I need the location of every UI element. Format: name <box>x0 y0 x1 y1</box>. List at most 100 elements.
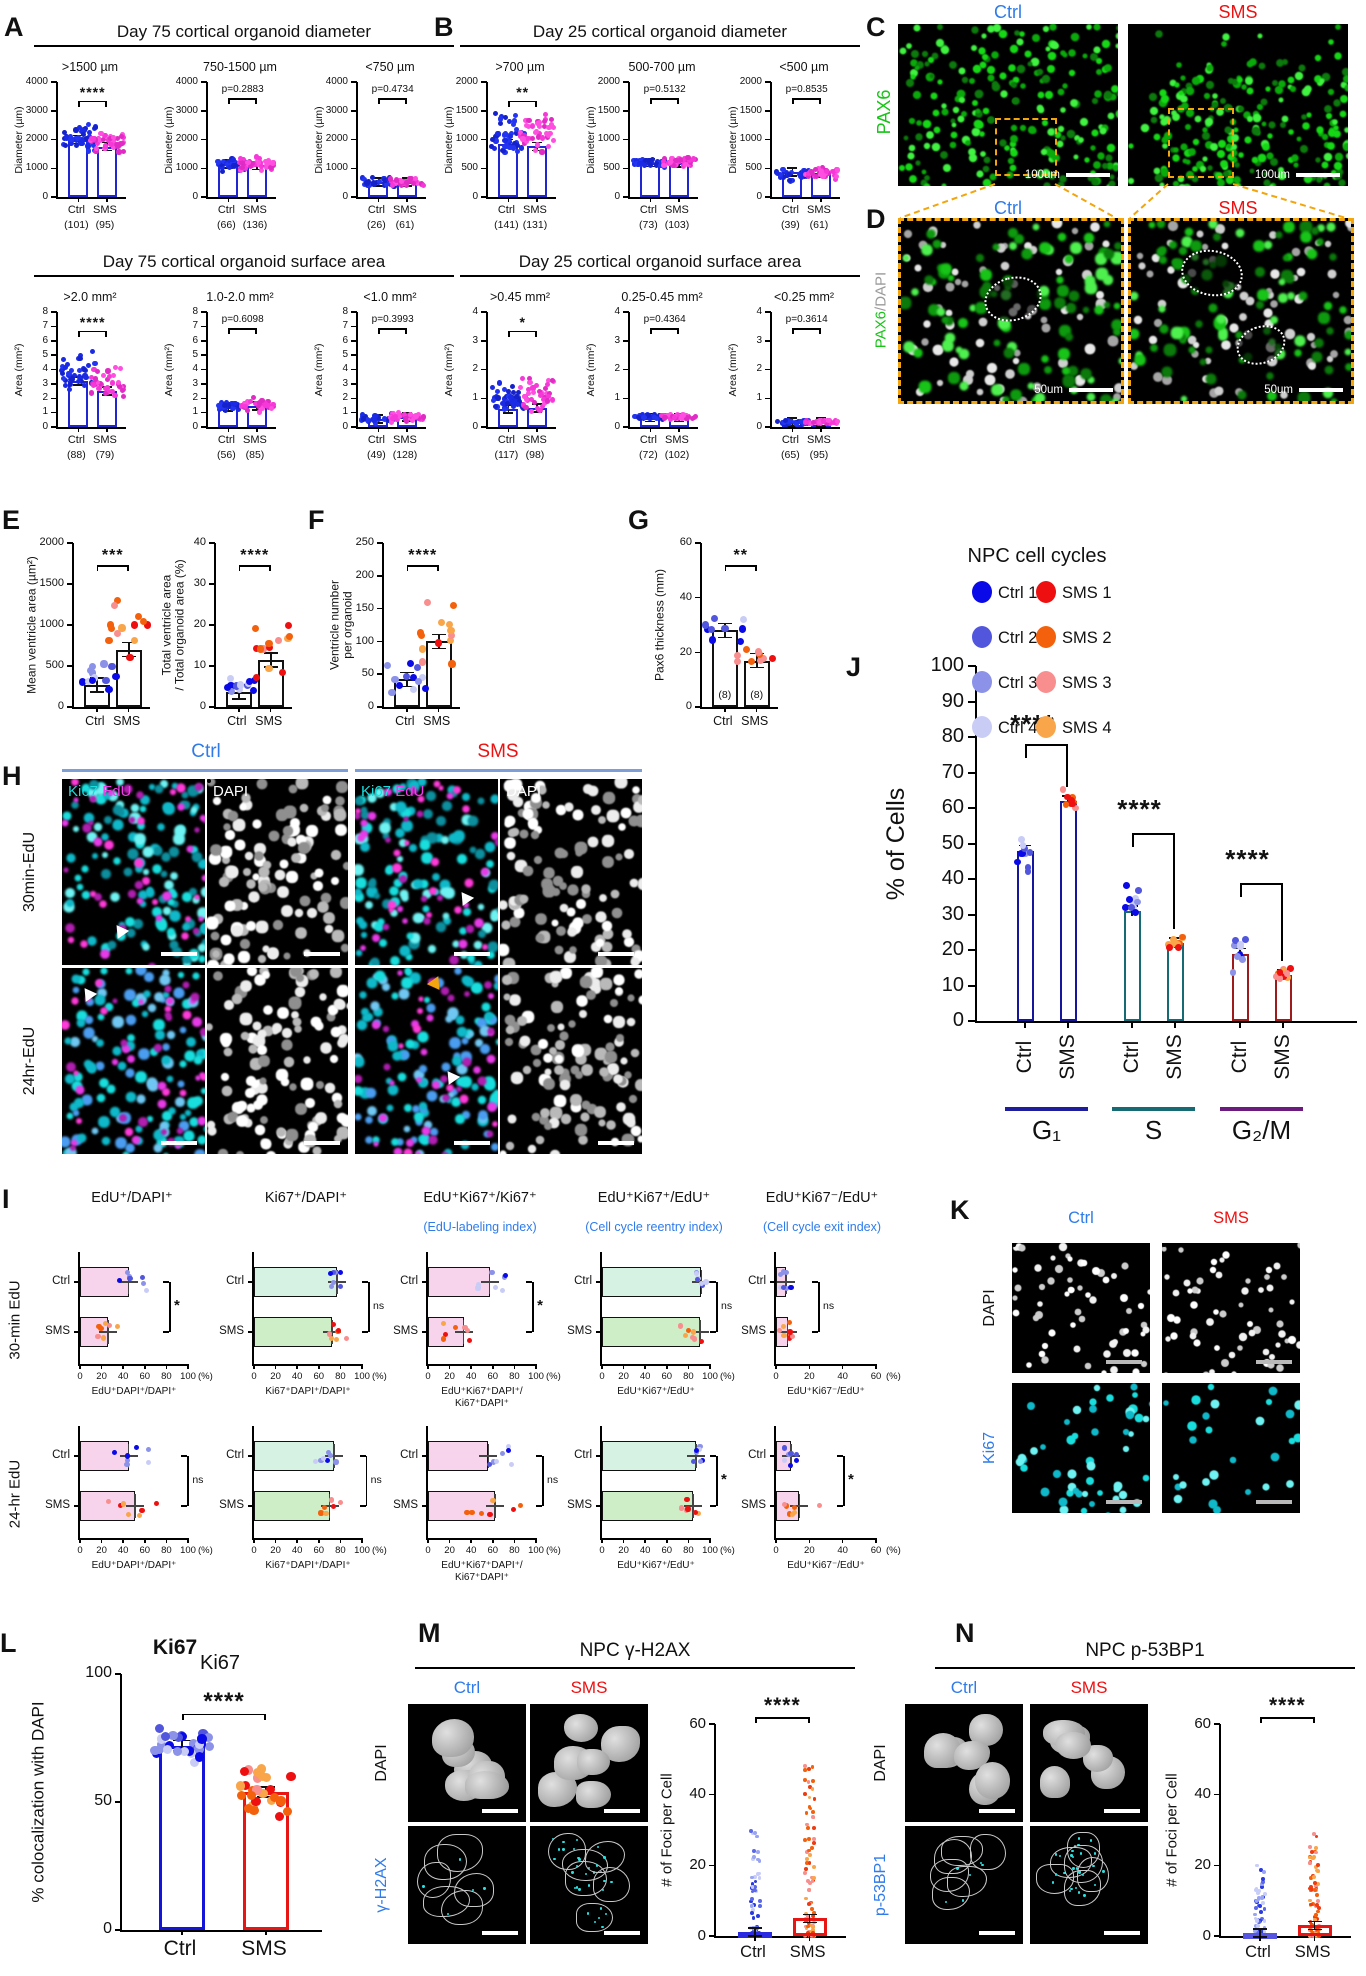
focus-dot <box>603 1879 606 1882</box>
x-tick <box>687 1538 690 1543</box>
data-dot <box>1262 1926 1267 1931</box>
data-dot <box>749 1899 754 1904</box>
y-tick <box>623 311 629 313</box>
data-dot <box>250 394 256 400</box>
data-dot <box>1315 1917 1320 1921</box>
y-tick <box>596 1455 601 1457</box>
data-dot <box>1313 1918 1318 1922</box>
data-dot <box>777 174 783 180</box>
data-dot <box>1254 1919 1259 1924</box>
significance-label: ns <box>721 1300 733 1312</box>
data-dot <box>1013 858 1021 866</box>
data-dot <box>153 1501 159 1507</box>
data-dot <box>107 136 114 142</box>
data-dot <box>1121 904 1129 912</box>
error-mean <box>699 1320 702 1344</box>
x-tick <box>820 427 822 432</box>
data-dot <box>104 377 110 383</box>
data-dot <box>274 637 283 645</box>
subtitle-cell-cycle-reentry: (Cell cycle reentry index) <box>585 1220 723 1234</box>
data-dot <box>58 367 65 373</box>
y-tick <box>968 913 976 916</box>
significance-label: **** <box>1268 1694 1306 1717</box>
data-dot <box>328 1271 334 1277</box>
x-tick-label: 0 <box>599 1545 605 1556</box>
x-tick <box>427 1364 429 1369</box>
x-axis-label: EdU⁺Ki67⁻/EdU⁺ <box>787 1386 865 1397</box>
data-dot <box>249 1805 259 1815</box>
data-dot <box>806 1825 811 1830</box>
x-tick <box>507 197 510 202</box>
nucleus-outline <box>576 1902 613 1932</box>
chart-30min-ki67-dapi: 0 20 40 60 80 100 (%) Ki67⁺DAPI⁺/DAPI⁺ ns Ctrl SMS <box>208 1246 398 1420</box>
data-dot <box>806 171 812 177</box>
sig-bracket-tick <box>650 98 652 104</box>
dapi-sms-24hr-image <box>500 968 642 1154</box>
data-dot <box>189 1758 199 1768</box>
x-category-label: Ctrl <box>395 714 415 728</box>
data-dot <box>120 148 126 154</box>
data-dot <box>82 382 88 388</box>
data-dot <box>239 160 245 166</box>
y-tick <box>51 383 57 385</box>
data-dot <box>112 672 120 680</box>
data-dot <box>249 686 257 694</box>
data-dot <box>255 159 261 166</box>
p53bp1-ctrl-image <box>905 1826 1023 1944</box>
panel-b-area-title: Day 25 cortical organoid surface area <box>460 252 860 277</box>
significance-label: * <box>721 1471 727 1488</box>
y-tick-label: 70 <box>941 760 964 783</box>
focus-dot <box>571 1871 574 1874</box>
data-dot <box>66 386 72 392</box>
n-count-label: (73) <box>639 219 658 231</box>
data-dot <box>695 1511 701 1517</box>
data-dot <box>492 111 499 117</box>
data-dot <box>216 404 222 410</box>
x-tick-label: 20 <box>618 1545 629 1556</box>
y-tick <box>481 426 487 428</box>
x-tick-label: 100 <box>528 1371 544 1382</box>
data-dot <box>86 362 92 369</box>
y-category-label: Ctrl <box>400 1275 418 1287</box>
data-dot <box>114 135 120 141</box>
significance-label: p=0.6098 <box>221 314 264 325</box>
error-cap <box>251 168 262 171</box>
y-tick <box>765 196 771 198</box>
y-tick <box>248 1505 253 1507</box>
x-tick-label: 60 <box>487 1371 499 1382</box>
x-unit-label: (%) <box>546 1371 561 1382</box>
data-dot <box>224 684 232 692</box>
data-dot <box>252 1773 262 1783</box>
panel-c-ctrl-header: Ctrl <box>994 2 1022 22</box>
sig-bracket <box>650 328 679 330</box>
data-dot <box>259 397 265 404</box>
data-dot <box>125 1453 131 1459</box>
data-dot <box>489 384 495 390</box>
data-dot <box>751 1908 756 1913</box>
x-tick <box>187 1538 189 1543</box>
pax6-sms-image: 100um <box>1128 24 1348 186</box>
legend-swatch <box>972 626 992 648</box>
y-tick <box>201 311 207 313</box>
data-dot <box>810 1779 815 1783</box>
error-cap <box>89 691 104 693</box>
x-tick-label: 40 <box>639 1371 651 1382</box>
data-dot <box>505 388 511 394</box>
data-dot <box>438 619 446 627</box>
sig-bracket-tick <box>255 98 257 104</box>
data-dot <box>116 1277 123 1284</box>
y-tick-label: 100 <box>930 654 964 676</box>
data-dot <box>360 411 366 417</box>
data-dot <box>690 1459 697 1465</box>
y-tick <box>115 1929 121 1931</box>
data-dot <box>1262 1919 1267 1924</box>
data-dot <box>374 180 380 186</box>
marker-text: DAPI <box>506 783 542 800</box>
y-tick-label: 500 <box>603 162 620 174</box>
y-tick-label: 7 <box>342 320 348 332</box>
fluorescence-dots <box>1128 24 1132 28</box>
data-dot <box>256 409 262 415</box>
data-dot <box>108 142 114 148</box>
data-dot <box>506 118 512 124</box>
data-dot <box>265 665 273 673</box>
